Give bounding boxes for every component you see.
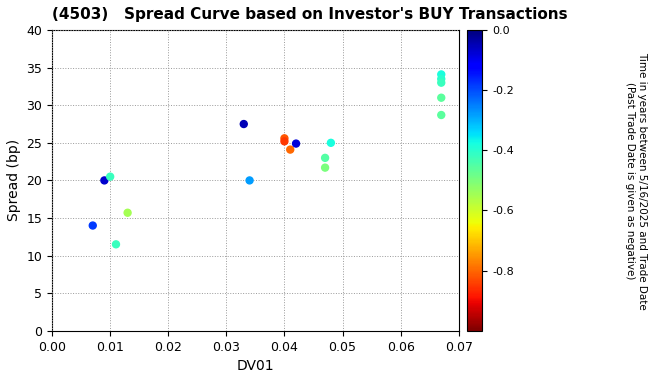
- Point: [291, 141, 301, 147]
- Point: [280, 138, 290, 144]
- Point: [280, 135, 290, 141]
- Point: [436, 80, 447, 86]
- Point: [239, 121, 249, 127]
- Point: [436, 71, 447, 78]
- Y-axis label: Spread (bp): Spread (bp): [7, 139, 21, 222]
- Point: [285, 147, 296, 153]
- Point: [122, 210, 133, 216]
- Point: [111, 241, 121, 247]
- Point: [436, 112, 447, 118]
- Text: (4503)   Spread Curve based on Investor's BUY Transactions: (4503) Spread Curve based on Investor's …: [52, 7, 567, 22]
- Point: [99, 177, 110, 184]
- Point: [326, 140, 336, 146]
- Point: [436, 76, 447, 82]
- Y-axis label: Time in years between 5/16/2025 and Trade Date
(Past Trade Date is given as nega: Time in years between 5/16/2025 and Trad…: [625, 52, 647, 309]
- X-axis label: DV01: DV01: [237, 359, 274, 373]
- Point: [320, 165, 330, 171]
- Point: [105, 174, 116, 180]
- Point: [320, 155, 330, 161]
- Point: [88, 222, 98, 228]
- Point: [436, 95, 447, 101]
- Point: [244, 177, 255, 184]
